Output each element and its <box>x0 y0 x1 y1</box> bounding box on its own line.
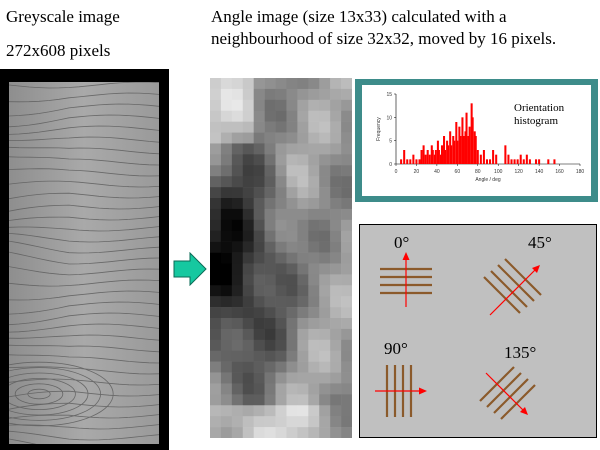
greyscale-wood-image <box>9 82 159 444</box>
histogram-bar <box>400 159 403 164</box>
histogram-bar <box>485 159 488 164</box>
histogram-bar <box>528 159 531 164</box>
histogram-bar <box>516 159 519 164</box>
histogram-bar <box>474 136 477 164</box>
y-tick-label: 15 <box>386 92 392 98</box>
x-tick-label: 140 <box>535 169 544 175</box>
histogram-bar <box>513 159 516 164</box>
histogram-bar <box>403 150 406 164</box>
greyscale-image-title: Greyscale image <box>6 7 120 26</box>
histogram-bar <box>422 145 425 164</box>
histogram-bar <box>449 131 452 164</box>
histogram-bar <box>479 154 482 164</box>
histogram-bar <box>525 154 528 164</box>
orientation-legend-panel: 0° 45° 90° 135° <box>359 224 597 438</box>
y-tick-label: 10 <box>386 115 392 121</box>
normal-arrow-0-icon <box>402 252 410 307</box>
histogram-bar <box>444 150 447 164</box>
histogram-label: Orientation histogram <box>514 102 565 127</box>
histogram-bar <box>538 159 541 164</box>
histogram-bar <box>418 159 421 164</box>
histogram-bar <box>489 159 492 164</box>
orientation-glyphs <box>375 252 542 420</box>
histogram-bar <box>492 150 495 164</box>
label-135-degrees: 135° <box>504 343 537 362</box>
x-tick-label: 40 <box>434 169 440 175</box>
orientation-45-glyph <box>483 258 542 314</box>
histogram-bar <box>468 126 471 164</box>
histogram-bar <box>412 154 415 164</box>
histogram-bar <box>447 145 450 164</box>
x-axis-label: Angle / deg <box>475 177 501 183</box>
angle-image-title: Angle image (size 13x33) calculated with… <box>211 7 557 48</box>
x-tick-label: 120 <box>514 169 523 175</box>
histogram-bar <box>434 150 437 164</box>
histogram-bar <box>465 112 468 164</box>
histogram-bar <box>428 154 431 164</box>
x-tick-label: 20 <box>414 169 420 175</box>
histogram-bar <box>424 154 427 164</box>
x-tick-label: 180 <box>576 169 585 175</box>
normal-arrow-45-icon <box>489 265 540 316</box>
greyscale-image-size: 272x608 pixels <box>6 41 111 60</box>
histogram-bar <box>471 117 474 164</box>
x-tick-label: 60 <box>455 169 461 175</box>
histogram-bar <box>519 154 522 164</box>
histogram-bar <box>547 159 550 164</box>
histogram-bar <box>426 150 429 164</box>
histogram-bar <box>507 154 510 164</box>
histogram-bar <box>510 159 513 164</box>
histogram-bar <box>504 145 507 164</box>
histogram-bar <box>459 136 462 164</box>
histogram-bar <box>437 150 440 164</box>
histogram-bar <box>535 159 538 164</box>
y-tick-label: 5 <box>389 139 392 145</box>
angle-image <box>210 78 352 438</box>
histogram-bar <box>415 159 418 164</box>
histogram-bar <box>406 159 409 164</box>
histogram-bar <box>443 136 446 164</box>
label-45-degrees: 45° <box>528 233 552 252</box>
orientation-histogram-chart: 0 20 40 60 80 100 120 140 160 180 0 5 10 15 Angle / de… <box>376 92 585 183</box>
label-90-degrees: 90° <box>384 339 408 358</box>
histogram-bar <box>495 154 498 164</box>
x-tick-label: 160 <box>555 169 564 175</box>
histogram-bar <box>453 140 456 164</box>
x-tick-label: 80 <box>475 169 481 175</box>
histogram-bar <box>522 159 525 164</box>
histogram-bar <box>452 136 455 164</box>
histogram-bar <box>458 126 461 164</box>
y-tick-label: 0 <box>389 162 392 168</box>
histogram-plot-area: 0 20 40 60 80 100 120 140 160 180 0 5 10 15 Angle / de… <box>362 85 591 196</box>
histogram-bar <box>464 131 467 164</box>
x-tick-label: 0 <box>395 169 398 175</box>
histogram-bar <box>446 140 449 164</box>
normal-arrow-135-icon <box>485 372 528 415</box>
histogram-bar <box>431 150 434 164</box>
histogram-bar <box>450 145 453 164</box>
y-axis-label: Frequency <box>376 117 382 141</box>
histogram-bar <box>456 140 459 164</box>
histogram-bar <box>476 150 479 164</box>
histogram-bar <box>482 150 485 164</box>
histogram-bar <box>461 117 464 164</box>
histogram-panel: 0 20 40 60 80 100 120 140 160 180 0 5 10 15 Angle / de… <box>355 79 598 202</box>
normal-arrow-90-icon <box>375 387 427 395</box>
histogram-bar <box>553 159 556 164</box>
label-0-degrees: 0° <box>394 233 410 252</box>
histogram-bar <box>439 154 442 164</box>
arrow-right-icon <box>173 252 207 286</box>
histogram-bars <box>400 103 556 164</box>
histogram-bar <box>409 159 412 164</box>
histogram-bar <box>440 145 444 164</box>
histogram-bar <box>420 150 423 164</box>
x-tick-label: 100 <box>494 169 503 175</box>
histogram-bar <box>462 136 465 164</box>
